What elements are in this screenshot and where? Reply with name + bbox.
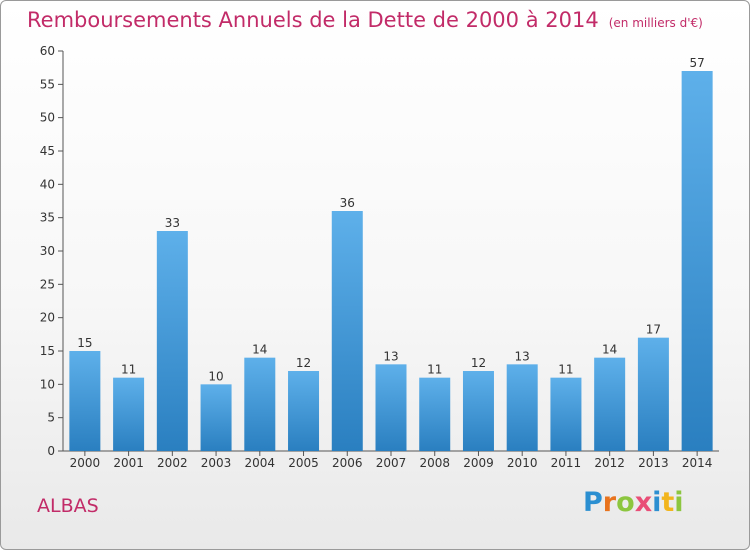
bar-2009 [462, 371, 494, 451]
value-label-2005: 12 [296, 356, 311, 370]
y-tick-label: 40 [40, 177, 55, 191]
bar-2006 [331, 211, 363, 451]
bar-2012 [594, 357, 626, 451]
value-label-2012: 14 [602, 343, 617, 357]
value-label-2009: 12 [471, 356, 486, 370]
x-tick-label-2012: 2012 [594, 456, 625, 470]
proxiti-logo: Proxiti [583, 487, 684, 518]
y-tick-label: 60 [40, 44, 55, 58]
value-label-2006: 36 [340, 196, 355, 210]
x-tick-label-2010: 2010 [507, 456, 538, 470]
title-text: Remboursements Annuels de la Dette de 20… [27, 8, 599, 32]
bar-2001 [113, 377, 145, 451]
y-tick-label: 10 [40, 377, 55, 391]
y-tick-label: 25 [40, 277, 55, 291]
value-label-2002: 33 [165, 216, 180, 230]
x-tick-label-2006: 2006 [332, 456, 363, 470]
x-tick-label-2000: 2000 [70, 456, 101, 470]
value-label-2003: 10 [208, 369, 223, 383]
x-tick-label-2014: 2014 [682, 456, 713, 470]
chart-subtitle: (en milliers d'€) [608, 16, 703, 30]
bar-2000 [69, 351, 101, 451]
value-label-2000: 15 [77, 336, 92, 350]
x-tick-label-2001: 2001 [113, 456, 144, 470]
x-tick-label-2008: 2008 [419, 456, 450, 470]
x-tick-label-2009: 2009 [463, 456, 494, 470]
x-tick-label-2011: 2011 [551, 456, 582, 470]
value-label-2010: 13 [515, 349, 530, 363]
logo-letter: i [652, 487, 662, 518]
bar-2004 [244, 357, 276, 451]
y-tick-label: 50 [40, 111, 55, 125]
logo-letter: t [661, 487, 675, 518]
logo-letter: o [616, 487, 635, 518]
bar-2011 [550, 377, 582, 451]
x-tick-label-2004: 2004 [245, 456, 276, 470]
y-tick-label: 30 [40, 244, 55, 258]
x-tick-label-2005: 2005 [288, 456, 319, 470]
y-tick-label: 0 [47, 444, 55, 458]
y-tick-label: 45 [40, 144, 55, 158]
bar-2002 [156, 231, 188, 451]
y-tick-label: 35 [40, 211, 55, 225]
x-tick-label-2003: 2003 [201, 456, 232, 470]
bar-2008 [419, 377, 451, 451]
bar-2007 [375, 364, 407, 451]
bar-2010 [506, 364, 538, 451]
value-label-2001: 11 [121, 363, 136, 377]
y-tick-label: 5 [47, 411, 55, 425]
x-tick-label-2013: 2013 [638, 456, 669, 470]
value-label-2011: 11 [558, 363, 573, 377]
value-label-2008: 11 [427, 363, 442, 377]
x-tick-label-2002: 2002 [157, 456, 188, 470]
place-name: ALBAS [37, 495, 99, 517]
logo-letter: P [583, 487, 603, 518]
value-label-2014: 57 [689, 56, 704, 70]
logo-letter: i [674, 487, 684, 518]
logo-letter: x [634, 487, 653, 518]
chart-title: Remboursements Annuels de la Dette de 20… [27, 8, 703, 32]
bar-2005 [288, 371, 320, 451]
y-tick-label: 20 [40, 311, 55, 325]
data-labels-group: 15 11 33 10 14 12 36 13 11 12 13 11 14 17 57 [77, 56, 705, 383]
x-axis: 2000 2001 2002 2003 2004 2005 2006 2007 2008 2009… [63, 450, 719, 470]
bars-group [69, 71, 713, 451]
value-label-2007: 13 [383, 349, 398, 363]
bar-2014 [681, 71, 713, 451]
y-tick-label: 55 [40, 77, 55, 91]
y-axis: 0 5 10 15 20 25 30 35 40 45 50 55 60 [40, 44, 64, 458]
y-tick-label: 15 [40, 344, 55, 358]
bar-2013 [637, 337, 669, 451]
x-tick-label-2007: 2007 [376, 456, 407, 470]
logo-letter: r [602, 487, 617, 518]
value-label-2013: 17 [646, 323, 661, 337]
bar-2003 [200, 384, 232, 451]
value-label-2004: 14 [252, 343, 267, 357]
